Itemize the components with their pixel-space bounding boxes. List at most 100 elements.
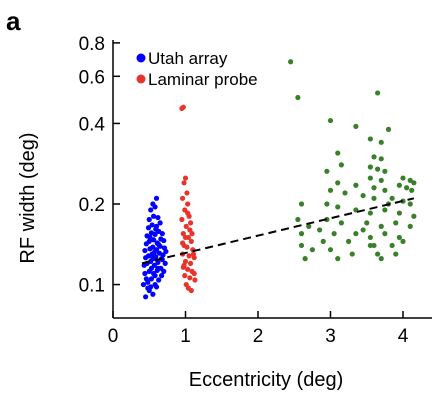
data-point-series-2 <box>396 210 402 216</box>
data-point-series-2 <box>378 223 384 229</box>
data-point-series-2 <box>327 247 334 253</box>
data-point-series-2 <box>295 94 301 101</box>
data-point-series-0 <box>155 259 161 266</box>
data-point-series-2 <box>353 182 359 188</box>
data-point-series-1 <box>187 275 193 281</box>
data-point-series-0 <box>153 195 160 201</box>
data-point-series-2 <box>324 201 330 207</box>
data-point-series-2 <box>353 123 359 129</box>
data-point-series-0 <box>151 213 157 219</box>
data-point-series-2 <box>324 168 330 174</box>
data-point-series-2 <box>371 242 377 249</box>
data-point-series-0 <box>148 284 154 290</box>
data-point-series-2 <box>295 216 301 223</box>
axes: 0 1 2 3 4 0.1 0.2 0.4 0.6 0.8 <box>79 34 432 347</box>
data-point-series-0 <box>142 247 148 254</box>
data-point-series-2 <box>367 136 373 142</box>
data-point-series-1 <box>182 175 189 181</box>
data-point-series-2 <box>400 238 406 244</box>
x-tick-label: 0 <box>108 326 119 347</box>
data-point-series-2 <box>371 154 377 160</box>
data-point-series-0 <box>140 281 147 288</box>
data-point-series-1 <box>188 287 194 294</box>
panel-label: a <box>6 6 21 36</box>
data-point-series-0 <box>143 294 149 300</box>
data-point-series-2 <box>360 227 366 233</box>
data-point-series-2 <box>327 117 334 124</box>
data-point-series-0 <box>148 207 154 213</box>
data-point-series-2 <box>396 234 402 241</box>
data-point-series-1 <box>183 223 189 229</box>
legend-marker-utah-array <box>136 53 146 63</box>
data-point-series-2 <box>400 175 406 181</box>
data-point-series-2 <box>335 180 341 186</box>
data-point-series-2 <box>342 190 348 196</box>
data-point-series-2 <box>382 231 388 237</box>
data-point-series-0 <box>147 234 153 241</box>
data-point-series-2 <box>409 187 415 193</box>
data-point-series-2 <box>288 59 294 65</box>
data-point-series-0 <box>150 201 156 207</box>
x-tick-label: 1 <box>180 326 191 347</box>
data-point-series-2 <box>298 242 305 249</box>
data-point-series-2 <box>396 182 402 188</box>
data-point-series-1 <box>184 190 190 196</box>
data-point-series-2 <box>407 223 413 229</box>
legend-label-laminar-probe: Laminar probe <box>148 70 258 89</box>
data-point-series-1 <box>188 238 194 244</box>
data-point-series-2 <box>378 177 384 184</box>
data-point-series-0 <box>150 291 156 297</box>
data-point-series-0 <box>152 231 158 237</box>
data-point-series-2 <box>400 198 406 204</box>
data-point-series-2 <box>371 195 377 201</box>
data-point-series-1 <box>186 253 192 259</box>
data-point-series-1 <box>192 277 198 283</box>
data-point-series-2 <box>382 207 388 213</box>
data-point-series-2 <box>385 126 392 132</box>
data-point-series-2 <box>393 220 399 226</box>
legend-marker-laminar-probe <box>136 74 146 84</box>
data-point-series-2 <box>411 180 417 186</box>
data-point-series-1 <box>182 273 188 279</box>
y-axis-label: RF width (deg) <box>17 132 39 263</box>
data-point-series-2 <box>404 185 410 191</box>
data-point-series-2 <box>382 187 388 193</box>
data-point-series-2 <box>393 251 399 257</box>
data-point-series-2 <box>349 251 355 257</box>
data-point-series-0 <box>152 281 158 288</box>
data-point-series-2 <box>331 231 337 237</box>
data-point-series-1 <box>180 104 186 110</box>
data-point-series-1 <box>187 220 194 226</box>
data-point-series-2 <box>360 192 366 199</box>
data-point-series-2 <box>306 223 312 229</box>
y-tick-label: 0.4 <box>79 114 106 135</box>
data-point-series-0 <box>156 242 162 248</box>
y-tick-label: 0.6 <box>79 67 105 88</box>
x-tick-label: 2 <box>253 326 264 347</box>
data-point-series-0 <box>148 265 155 271</box>
data-point-series-1 <box>191 270 197 277</box>
data-point-series-0 <box>161 237 167 244</box>
data-point-series-0 <box>146 216 152 223</box>
data-point-series-2 <box>375 90 381 96</box>
data-point-series-1 <box>187 260 194 266</box>
data-point-series-1 <box>185 201 191 207</box>
data-point-series-0 <box>161 245 168 251</box>
x-axis-label: Eccentricity (deg) <box>189 369 344 391</box>
data-point-series-0 <box>150 256 156 262</box>
data-point-series-2 <box>367 210 373 216</box>
data-point-series-2 <box>298 231 305 237</box>
data-point-series-2 <box>378 156 384 162</box>
data-point-series-2 <box>320 238 326 244</box>
x-tick-label: 4 <box>398 326 409 347</box>
y-tick-label: 0.8 <box>79 34 105 55</box>
data-point-series-1 <box>190 251 197 257</box>
legend: Utah array Laminar probe <box>136 49 258 89</box>
data-point-series-0 <box>153 226 159 232</box>
data-point-series-2 <box>335 204 341 210</box>
data-point-series-1 <box>182 234 189 241</box>
data-point-series-0 <box>142 270 148 277</box>
data-point-series-0 <box>146 238 152 244</box>
data-point-series-0 <box>149 222 155 228</box>
